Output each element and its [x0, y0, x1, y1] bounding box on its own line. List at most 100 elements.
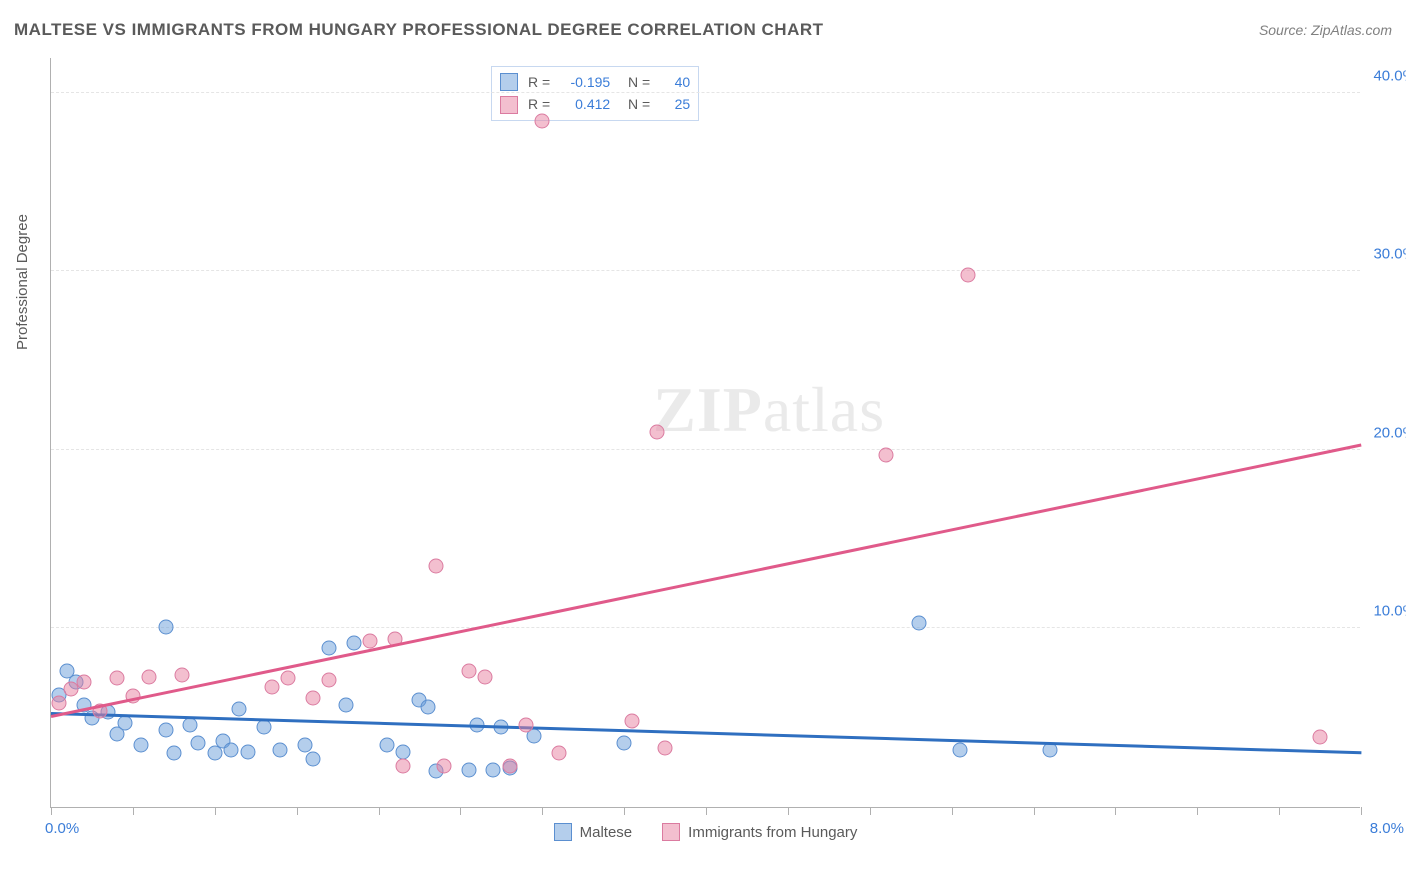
x-tick	[1361, 807, 1362, 815]
data-point	[551, 746, 566, 761]
data-point	[486, 762, 501, 777]
scatter-plot: ZIPatlas 0.0% 8.0% R =-0.195 N =40R =0.4…	[50, 58, 1360, 808]
n-value: 40	[660, 71, 690, 93]
data-point	[273, 742, 288, 757]
data-point	[420, 700, 435, 715]
data-point	[535, 114, 550, 129]
data-point	[658, 741, 673, 756]
data-point	[346, 635, 361, 650]
data-point	[649, 425, 664, 440]
legend-item: Maltese	[554, 823, 633, 841]
data-point	[142, 669, 157, 684]
data-point	[961, 267, 976, 282]
x-tick	[51, 807, 52, 815]
x-tick	[1034, 807, 1035, 815]
data-point	[109, 671, 124, 686]
data-point	[232, 701, 247, 716]
x-tick	[1279, 807, 1280, 815]
data-point	[379, 737, 394, 752]
r-label: R =	[528, 71, 550, 93]
data-point	[306, 691, 321, 706]
chart-title: MALTESE VS IMMIGRANTS FROM HUNGARY PROFE…	[14, 20, 824, 40]
y-axis-title: Professional Degree	[14, 214, 31, 350]
x-tick	[379, 807, 380, 815]
n-label: N =	[620, 71, 650, 93]
data-point	[625, 714, 640, 729]
r-value: -0.195	[560, 71, 610, 93]
x-tick	[297, 807, 298, 815]
data-point	[158, 619, 173, 634]
data-point	[879, 448, 894, 463]
data-point	[183, 717, 198, 732]
x-tick	[133, 807, 134, 815]
gridline	[51, 627, 1360, 628]
data-point	[518, 717, 533, 732]
data-point	[617, 735, 632, 750]
x-tick	[624, 807, 625, 815]
gridline	[51, 270, 1360, 271]
data-point	[240, 744, 255, 759]
data-point	[191, 735, 206, 750]
x-tick	[788, 807, 789, 815]
data-point	[224, 742, 239, 757]
n-label: N =	[620, 93, 650, 115]
x-tick	[542, 807, 543, 815]
data-point	[396, 744, 411, 759]
x-tick	[1197, 807, 1198, 815]
data-point	[461, 762, 476, 777]
trend-line	[51, 444, 1361, 718]
x-axis-end-label: 8.0%	[1370, 820, 1404, 837]
x-tick	[215, 807, 216, 815]
data-point	[52, 696, 67, 711]
data-point	[158, 723, 173, 738]
data-point	[207, 746, 222, 761]
data-point	[437, 758, 452, 773]
data-point	[322, 673, 337, 688]
legend-swatch	[554, 823, 572, 841]
data-point	[117, 716, 132, 731]
data-point	[477, 669, 492, 684]
data-point	[265, 680, 280, 695]
legend-row: R = 0.412 N = 25	[500, 93, 690, 115]
y-tick-label: 40.0%	[1373, 67, 1406, 84]
r-value: 0.412	[560, 93, 610, 115]
data-point	[297, 737, 312, 752]
legend-row: R = -0.195 N = 40	[500, 71, 690, 93]
series-legend: Maltese Immigrants from Hungary	[51, 823, 1360, 841]
data-point	[502, 758, 517, 773]
legend-swatch	[500, 96, 518, 114]
data-point	[952, 742, 967, 757]
data-point	[134, 737, 149, 752]
data-point	[338, 698, 353, 713]
y-tick-label: 30.0%	[1373, 246, 1406, 263]
watermark: ZIPatlas	[653, 373, 885, 447]
legend-item: Immigrants from Hungary	[662, 823, 857, 841]
title-row: MALTESE VS IMMIGRANTS FROM HUNGARY PROFE…	[14, 20, 1392, 40]
legend-label: Maltese	[580, 824, 633, 841]
x-tick	[460, 807, 461, 815]
gridline	[51, 92, 1360, 93]
data-point	[1313, 730, 1328, 745]
data-point	[306, 751, 321, 766]
data-point	[281, 671, 296, 686]
legend-label: Immigrants from Hungary	[688, 824, 857, 841]
data-point	[76, 675, 91, 690]
data-point	[175, 667, 190, 682]
y-tick-label: 20.0%	[1373, 424, 1406, 441]
x-tick	[706, 807, 707, 815]
legend-swatch	[500, 73, 518, 91]
source-label: Source: ZipAtlas.com	[1259, 22, 1392, 38]
correlation-legend: R = -0.195 N = 40 R = 0.412 N = 25	[491, 66, 699, 121]
data-point	[363, 633, 378, 648]
x-tick	[870, 807, 871, 815]
data-point	[911, 616, 926, 631]
data-point	[428, 558, 443, 573]
x-tick	[1115, 807, 1116, 815]
gridline	[51, 449, 1360, 450]
n-value: 25	[660, 93, 690, 115]
data-point	[166, 746, 181, 761]
data-point	[461, 664, 476, 679]
x-tick	[952, 807, 953, 815]
r-label: R =	[528, 93, 550, 115]
data-point	[322, 641, 337, 656]
